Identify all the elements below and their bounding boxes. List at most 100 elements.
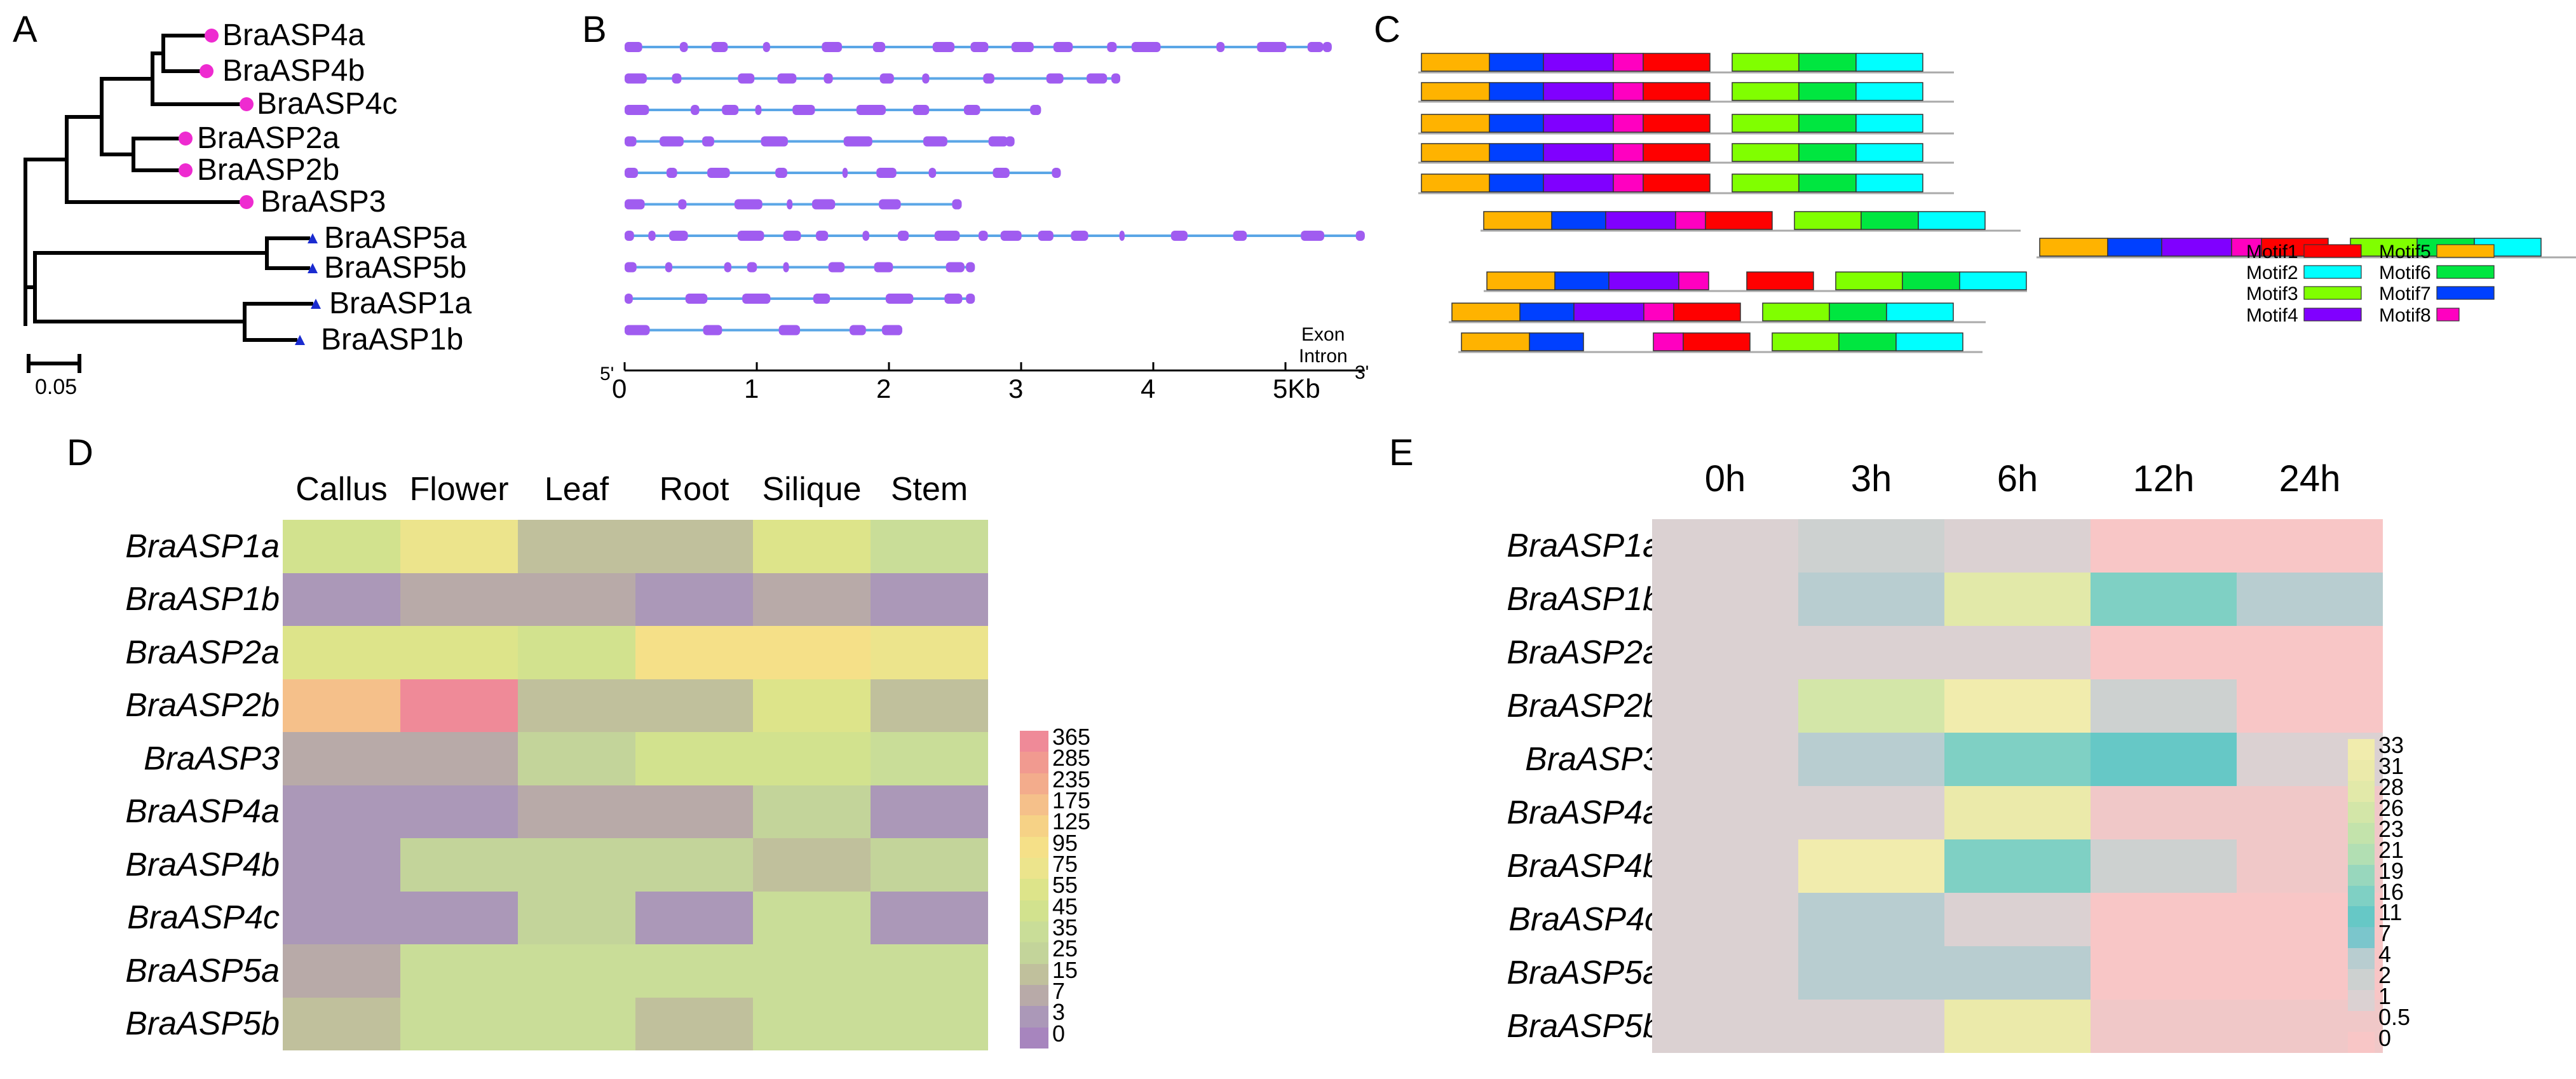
exon-block [672,73,682,84]
motif-block [1643,302,1674,322]
exon-block [1011,42,1034,52]
motif-block [1451,302,1521,322]
exon-block [1111,73,1120,84]
heatmap-cell [283,785,400,838]
motif-block [1772,332,1840,351]
heatmap-column-label: 3h [1850,458,1892,499]
motif-block [2161,238,2232,257]
heatmap-cell [518,997,635,1050]
motif-block [1798,143,1857,162]
motif-block [1529,332,1584,351]
heatmap-cell [1944,733,2091,786]
legend-color-swatch [2348,969,2375,991]
heatmap-cell [2091,1000,2237,1053]
exon-block [1301,231,1324,241]
heatmap-row-label: BraASP1a [125,527,280,565]
gene-axis-tick-label: 4 [1141,374,1156,404]
motif-legend-swatch [2303,265,2362,279]
motif-legend-label: Motif2 [2246,262,2298,283]
motif-block [1678,271,1709,290]
heatmap-row-label: BraASP1a [1507,527,1661,564]
motif-diagram [1418,53,2576,353]
motif-block [1551,211,1606,230]
panel-label-c: C [1374,9,1400,50]
heatmap-column-label: 12h [2132,458,2195,499]
legend-value-label: 55 [1052,872,1078,899]
exon-block [707,168,730,178]
heatmap-cell [871,785,988,838]
exon-legend-label: Exon [1301,324,1345,345]
heatmap-cell [871,891,988,944]
leaf-marker-triangle [308,263,318,273]
motif-block [1705,211,1773,230]
exon-block [970,42,989,52]
motif-block [1421,114,1490,133]
motif-block [1732,82,1800,101]
heatmap-column-label: 24h [2279,458,2341,499]
motif-block [1798,173,1857,193]
leaf-marker-circle [179,163,193,177]
exon-block [885,294,914,304]
motif-block [2231,238,2262,257]
motif-block [1421,82,1490,101]
motif-block [1673,302,1741,322]
motif-block [1613,173,1644,193]
exon-block [669,231,688,241]
exon-block [778,325,801,336]
exon-block [703,325,722,336]
legend-color-swatch [2348,1032,2375,1054]
motif-block [1855,53,1923,72]
heatmap-cell [1798,893,1944,946]
heatmap-cell [1944,573,2091,626]
exon-block [755,105,762,115]
exon-block [1170,231,1188,241]
legend-color-swatch [1020,879,1048,901]
exon-block [625,42,642,52]
legend-value-label: 125 [1052,808,1091,835]
exon-block [678,199,687,210]
tree-leaf-label: BraASP4c [257,87,398,121]
legend-color-swatch [1020,1006,1048,1028]
heatmap-cell [518,944,635,998]
exon-block [660,136,684,147]
heatmap-cell [518,626,635,679]
heatmap-column-label: Callus [295,471,388,508]
motif-block [1683,332,1751,351]
exon-block [879,199,901,210]
exon-block [932,42,955,52]
exon-block [685,294,708,304]
legend-value-label: 235 [1052,766,1091,792]
motif-block [1653,332,1684,351]
exon-block [648,231,656,241]
exon-block [792,105,815,115]
legend-color-swatch [1020,942,1048,965]
panel-a: A [0,0,572,407]
exon-block [1322,42,1332,52]
heatmap-cell [635,944,753,998]
heatmap-cell [283,891,400,944]
legend-value-label: 45 [1052,893,1078,920]
tree-leaf-label: BraASP4a [222,18,365,52]
exon-block [665,262,672,273]
legend-color-swatch [2348,843,2375,865]
heatmap-cell [871,944,988,998]
heatmap-cell [518,891,635,944]
panel-label-a: A [13,9,37,50]
exon-block [993,168,1010,178]
exon-block [777,73,797,84]
panel-c: C Motif1 Motif2 Motif3 Motif4 Motif5 Motif6 Mo… [1373,0,2576,407]
heatmap-cell [518,838,635,892]
exon-block [742,294,771,304]
heatmap-column-label: 0h [1704,458,1746,499]
heatmap-cell [1798,786,1944,839]
heatmap-cell [518,785,635,838]
heatmap-cell [283,732,400,785]
heatmap-cell [400,838,518,892]
legend-value-label: 25 [1052,935,1078,962]
heatmap-cell [1652,786,1798,839]
legend-value-label: 33 [2378,732,2404,758]
motif-legend-swatch [2303,308,2362,322]
heatmap-cell [1798,1000,1944,1053]
heatmap-cell [2091,893,2237,946]
heatmap-cell [400,520,518,573]
